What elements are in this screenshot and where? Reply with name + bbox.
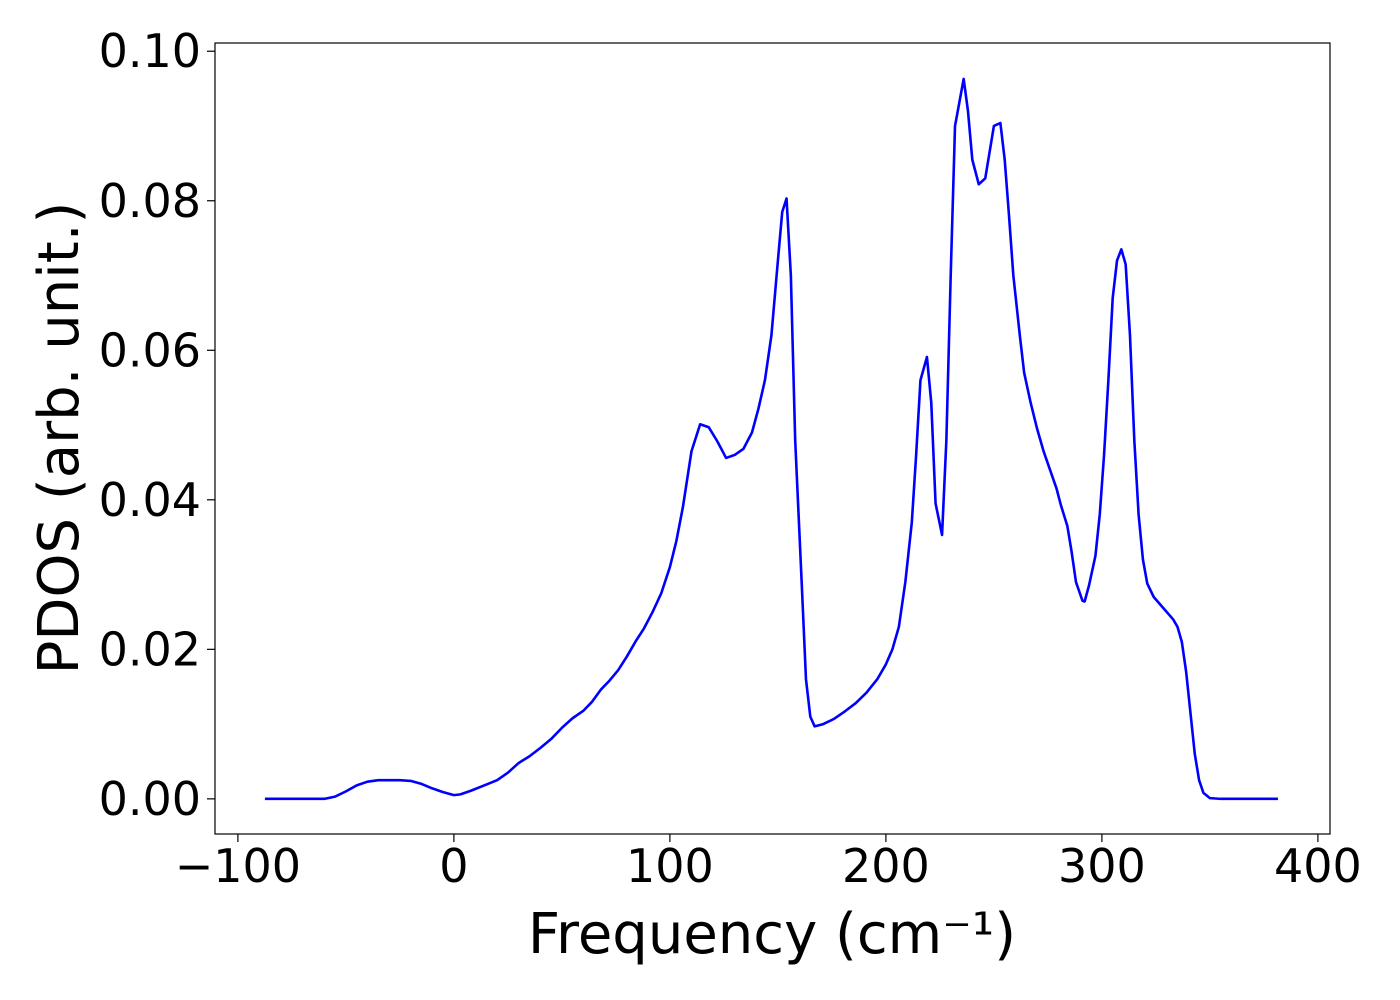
y-tick-label: 0.00 <box>99 772 201 826</box>
x-tick-label: 0 <box>439 839 468 893</box>
x-tick-label: 200 <box>842 839 930 893</box>
x-tick-label: 100 <box>626 839 714 893</box>
data-line <box>264 77 1278 801</box>
plot-frame <box>214 42 1331 835</box>
y-tick-label: 0.08 <box>99 174 201 228</box>
x-axis-label: Frequency (cm⁻¹) <box>528 902 1016 967</box>
x-tick-label: −100 <box>175 839 301 893</box>
y-tick-label: 0.10 <box>99 24 201 78</box>
y-tick-label: 0.06 <box>99 323 201 377</box>
y-axis-label: PDOS (arb. unit.) <box>27 202 92 675</box>
y-tick-label: 0.04 <box>99 473 201 527</box>
y-tick-label: 0.02 <box>99 622 201 676</box>
x-tick-label: 400 <box>1274 839 1362 893</box>
x-tick-label: 300 <box>1058 839 1146 893</box>
